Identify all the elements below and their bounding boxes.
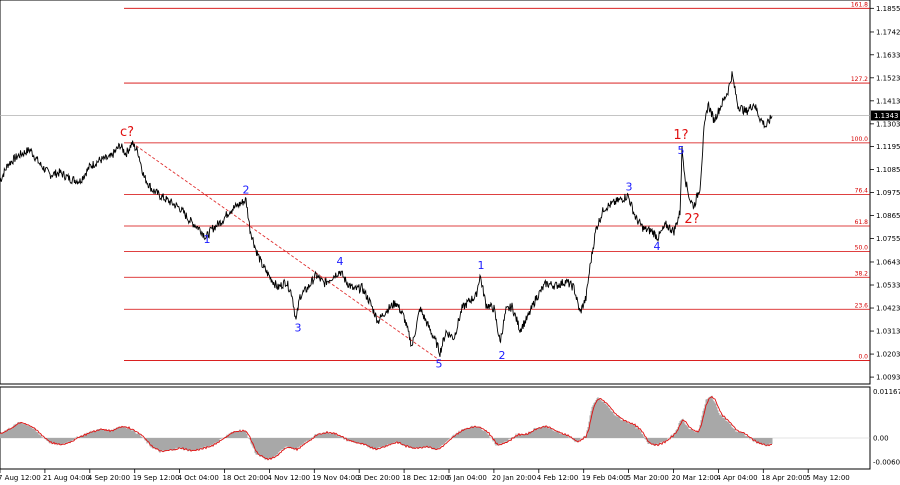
fib-label-2: 100.0 <box>851 136 868 143</box>
current-price-value: 1.1343 <box>874 112 899 120</box>
oscillator-tick-label-1: 0.00 <box>873 435 889 443</box>
price-tick-label-16: 1.0093 <box>876 374 900 382</box>
wave-label-1: 1 <box>204 233 211 246</box>
fib-label-6: 38.2 <box>855 270 869 277</box>
wave-label-9: 4 <box>654 240 661 253</box>
price-line <box>0 71 773 357</box>
time-tick-label-10: 6 Jan 04:00 <box>447 474 487 482</box>
current-price-badge <box>871 110 900 121</box>
fib-label-5: 50.0 <box>855 245 869 252</box>
time-tick-label-15: 20 Mar 12:00 <box>672 474 719 482</box>
fib-label-3: 76.4 <box>855 187 869 194</box>
price-tick-label-13: 1.0423 <box>876 305 900 313</box>
fibonacci-levels: 161.8 127.2 100.0 76.4 61.8 50.0 38.2 23.6 0.0 <box>0 1 870 361</box>
price-tick-label-3: 1.1523 <box>876 74 900 82</box>
oscillator-tick-label-2: -0.00604 <box>873 459 900 467</box>
fib-label-4: 61.8 <box>855 219 869 226</box>
time-tick-label-3: 19 Sep 12:00 <box>133 474 180 482</box>
wave-label-4: 4 <box>337 255 344 268</box>
wave-label-0: c? <box>120 125 134 140</box>
wave-label-7: 2 <box>499 349 506 362</box>
wave-label-12: 2? <box>684 212 699 227</box>
time-tick-label-9: 18 Dec 12:00 <box>402 474 449 482</box>
main-panel <box>0 0 871 385</box>
time-tick-label-16: 4 Apr 04:00 <box>716 474 757 482</box>
price-series <box>0 71 773 357</box>
time-tick-label-6: 4 Nov 12:00 <box>267 474 310 482</box>
price-tick-label-5: 1.1303 <box>876 120 900 128</box>
time-tick-label-18: 5 May 12:00 <box>806 474 850 482</box>
time-tick-label-4: 4 Oct 04:00 <box>178 474 219 482</box>
oscillator-series: 0.01167 0.00 -0.00604 <box>0 388 900 467</box>
trendline-layer <box>131 142 441 361</box>
time-tick-label-8: 3 Dec 20:00 <box>357 474 400 482</box>
time-tick-label-1: 21 Aug 04:00 <box>43 474 90 482</box>
time-tick-label-2: 4 Sep 20:00 <box>88 474 130 482</box>
wave-label-11: 5 <box>678 144 685 157</box>
wave-label-8: 3 <box>626 180 633 193</box>
price-tick-label-10: 1.0755 <box>876 235 900 243</box>
time-tick-label-17: 18 Apr 20:00 <box>761 474 807 482</box>
time-tick-label-13: 19 Feb 04:00 <box>582 474 628 482</box>
trendline <box>131 142 441 361</box>
fib-label-0: 161.8 <box>851 1 868 8</box>
price-tick-label-15: 1.0203 <box>876 351 900 359</box>
price-tick-label-14: 1.0313 <box>876 328 900 336</box>
time-tick-label-14: 5 Mar 20:00 <box>627 474 669 482</box>
wave-label-5: 5 <box>436 357 443 370</box>
oscillator-signal-line <box>0 395 773 461</box>
wave-label-3: 3 <box>295 322 302 335</box>
fib-label-7: 23.6 <box>855 302 869 309</box>
oscillator-tick-label-0: 0.01167 <box>873 388 900 396</box>
price-tick-label-6: 1.1195 <box>876 143 900 151</box>
price-tick-label-8: 1.0975 <box>876 189 900 197</box>
time-tick-label-11: 20 Jan 20:00 <box>492 474 536 482</box>
wave-label-6: 1 <box>478 259 485 272</box>
price-tick-label-1: 1.1742 <box>876 28 900 36</box>
price-tick-label-9: 1.0865 <box>876 212 900 220</box>
price-tick-label-7: 1.1085 <box>876 166 900 174</box>
price-axis: 1.1855 1.1742 1.1633 1.1523 1.1413 1.1303 1.11… <box>870 5 900 382</box>
time-tick-label-12: 4 Feb 12:00 <box>537 474 578 482</box>
price-tick-label-11: 1.0643 <box>876 258 900 266</box>
wave-label-10: 1? <box>673 128 688 143</box>
fib-label-1: 127.2 <box>851 76 868 83</box>
oscillator-panel <box>0 386 871 470</box>
price-tick-label-4: 1.1413 <box>876 97 900 105</box>
time-tick-label-0: 7 Aug 12:00 <box>0 474 41 482</box>
time-tick-label-7: 19 Nov 04:00 <box>312 474 359 482</box>
time-tick-label-5: 18 Oct 20:00 <box>223 474 269 482</box>
fib-label-8: 0.0 <box>858 354 868 361</box>
price-tick-label-0: 1.1855 <box>876 5 900 13</box>
price-tick-label-12: 1.0533 <box>876 282 900 290</box>
time-axis: 7 Aug 12:00 21 Aug 04:004 Sep 20:00 19 Sep… <box>0 469 850 482</box>
wave-label-2: 2 <box>243 184 250 197</box>
price-tick-label-2: 1.1633 <box>876 51 900 59</box>
